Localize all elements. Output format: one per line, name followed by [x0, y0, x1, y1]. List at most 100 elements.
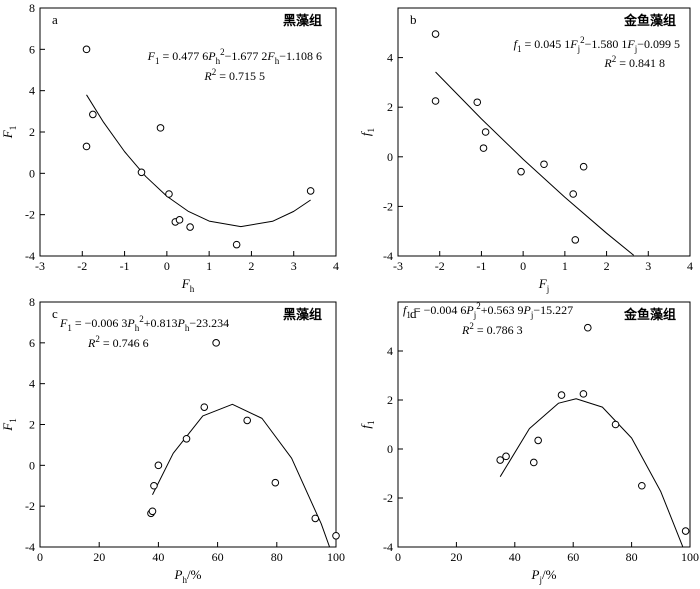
text-part: P [126, 316, 135, 330]
r-squared: R2 = 0.746 6 [87, 334, 149, 350]
panel-label: b [410, 12, 417, 27]
y-axis-label: f1 [358, 420, 376, 428]
x-axis-label: Fj [538, 276, 549, 294]
x-tick-label: 1 [206, 259, 212, 273]
panel-label: d [410, 306, 417, 321]
y-tick-label: -4 [25, 249, 35, 263]
group-label: 金鱼藻组 [623, 307, 676, 322]
data-point [571, 236, 580, 244]
text-part: j [473, 310, 477, 320]
fit-curve [435, 71, 635, 256]
data-point [89, 110, 97, 119]
y-tick-label: 2 [29, 125, 35, 139]
text-part: −23.234 [189, 316, 229, 330]
text-part: 2 [580, 35, 585, 45]
r-squared: R2 = 0.841 8 [603, 54, 665, 70]
y-tick-label: 4 [29, 377, 35, 391]
y-tick-label: 2 [29, 418, 35, 432]
text-part: −1.580 1 [585, 37, 628, 51]
y-tick-label: -2 [25, 499, 35, 513]
text-part: R [87, 336, 96, 350]
text-part: = −0.006 3 [72, 316, 128, 330]
x-tick-label: 20 [450, 550, 462, 564]
text-part: f [358, 423, 373, 429]
text-part: f [403, 303, 408, 317]
data-point [611, 420, 620, 429]
plot-frame [39, 301, 337, 548]
x-tick-label: 80 [626, 550, 638, 564]
text-part: = 0.841 8 [616, 56, 665, 70]
x-tick-label: 4 [687, 259, 693, 273]
data-point [82, 45, 91, 54]
text-part: F [181, 276, 191, 291]
text-part: −1.108 6 [279, 49, 322, 63]
text-part: R [461, 323, 470, 337]
group-label: 金鱼藻组 [623, 13, 676, 28]
text-part: F [538, 276, 548, 291]
data-point [186, 223, 194, 231]
data-point [431, 97, 440, 105]
text-part: P [177, 316, 186, 330]
text-part: 2 [476, 301, 481, 311]
data-point [332, 531, 340, 540]
x-tick-label: -3 [393, 259, 403, 273]
x-tick-label: 0 [395, 550, 401, 564]
text-part: = 0.477 6 [159, 49, 208, 63]
y-tick-label: 8 [29, 1, 35, 15]
text-part: /% [542, 567, 557, 582]
equation: f1 = −0.004 6Pj2+0.563 9Pj−15.227 [403, 301, 573, 320]
y-tick-label: 4 [387, 51, 393, 65]
text-part: 2 [612, 54, 617, 64]
data-point [232, 240, 241, 249]
y-tick-label: 4 [29, 84, 35, 98]
x-tick-label: 0 [520, 259, 526, 273]
x-tick-label: 60 [212, 550, 224, 564]
data-point [200, 403, 209, 411]
x-tick-label: -3 [35, 259, 45, 273]
y-tick-label: 0 [29, 458, 35, 472]
plot-frame [397, 7, 691, 257]
plot-frame [397, 301, 691, 548]
y-tick-label: 0 [29, 166, 35, 180]
data-point [473, 98, 482, 107]
data-point [148, 507, 157, 516]
text-part: 1 [67, 323, 72, 333]
x-tick-label: -2 [77, 259, 87, 273]
text-part: 1 [517, 44, 522, 54]
x-tick-label: 80 [271, 550, 283, 564]
text-part: = 0.746 6 [100, 336, 149, 350]
text-part: = 0.045 1 [521, 37, 570, 51]
fit-curve [499, 398, 684, 547]
y-tick-label: 6 [29, 42, 35, 56]
text-part: j [530, 310, 534, 320]
equation: f1 = 0.045 1Fj2−1.580 1Fj−0.099 5 [514, 35, 680, 54]
text-part: +0.813 [144, 316, 178, 330]
panel-label: a [52, 12, 58, 27]
data-point [579, 390, 588, 398]
data-point [579, 162, 588, 171]
data-point [306, 187, 315, 195]
text-part: 2 [95, 334, 100, 344]
y-tick-label: -4 [383, 540, 393, 554]
x-tick-label: -1 [476, 259, 486, 273]
text-part: h [135, 323, 140, 333]
x-axis-label: Fh [181, 276, 195, 294]
group-label: 黑藻组 [283, 307, 322, 322]
text-part: P [174, 567, 183, 582]
data-point [584, 323, 592, 332]
text-part: F [0, 129, 15, 139]
text-part: 2 [220, 47, 225, 57]
r-squared: R2 = 0.715 5 [203, 67, 265, 83]
data-point [681, 527, 690, 535]
text-part: = 0.786 3 [474, 323, 523, 337]
y-tick-label: 8 [29, 295, 35, 309]
data-point [569, 190, 578, 198]
text-part: 2 [469, 321, 474, 331]
text-part: R [603, 56, 612, 70]
y-tick-label: -2 [383, 491, 393, 505]
text-part: −15.227 [533, 303, 573, 317]
text-part: −0.099 5 [637, 37, 680, 51]
data-point [165, 190, 173, 198]
